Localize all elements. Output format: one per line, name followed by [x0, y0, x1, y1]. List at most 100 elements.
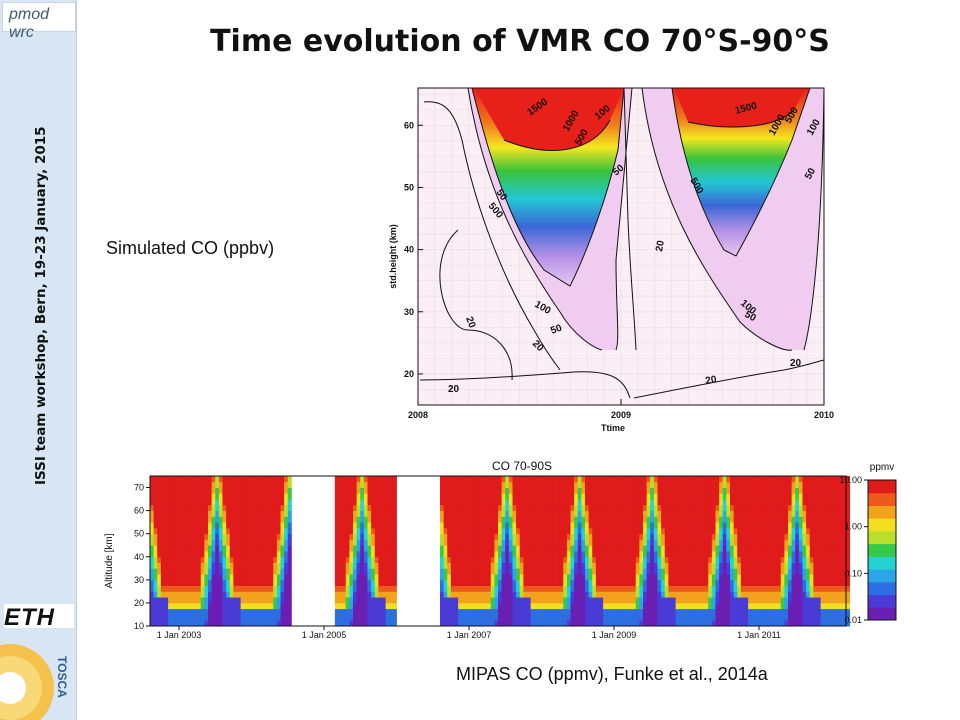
heatmap-cell — [276, 533, 281, 540]
heatmap-cell — [701, 499, 706, 506]
heatmap-cell — [733, 614, 738, 621]
heatmap-cell — [556, 493, 561, 500]
heatmap-cell — [534, 481, 539, 488]
heatmap-cell — [237, 574, 242, 581]
heatmap-cell — [693, 493, 698, 500]
heatmap-cell — [784, 620, 789, 627]
heatmap-cell — [197, 597, 202, 604]
heatmap-cell — [842, 493, 847, 500]
heatmap-cell — [218, 597, 223, 604]
heatmap-cell — [229, 522, 234, 529]
heatmap-cell — [494, 516, 499, 523]
heatmap-cell — [635, 527, 640, 535]
heatmap-cell — [668, 574, 673, 581]
heatmap-cell — [200, 527, 205, 535]
heatmap-cell — [570, 608, 575, 615]
heatmap-cell — [548, 568, 553, 575]
heatmap-cell — [371, 608, 376, 615]
heatmap-cell — [842, 504, 847, 512]
heatmap-cell — [751, 574, 756, 581]
heatmap-cell — [701, 476, 706, 483]
heatmap-cell — [675, 493, 680, 500]
heatmap-cell — [229, 533, 234, 540]
heatmap-cell — [490, 522, 495, 529]
heatmap-cell — [614, 614, 619, 621]
heatmap-cell — [255, 533, 260, 540]
heatmap-cell — [287, 493, 292, 500]
heatmap-cell — [363, 516, 368, 523]
heatmap-cell — [726, 562, 731, 569]
heatmap-cell — [218, 608, 223, 615]
heatmap-cell — [258, 620, 263, 627]
heatmap-cell — [686, 574, 691, 581]
heatmap-cell — [686, 527, 691, 535]
heatmap-cell — [744, 620, 749, 627]
heatmap-cell — [523, 579, 528, 587]
heatmap-cell — [461, 527, 466, 535]
heatmap-cell — [617, 533, 622, 540]
heatmap-cell — [563, 562, 568, 569]
heatmap-cell — [523, 551, 528, 558]
heatmap-cell — [624, 527, 629, 535]
heatmap-cell — [363, 510, 368, 517]
heatmap-cell — [479, 539, 484, 546]
heatmap-cell — [762, 493, 767, 500]
heatmap-cell — [363, 493, 368, 500]
heatmap-cell — [512, 568, 517, 575]
heatmap-cell — [494, 510, 499, 517]
heatmap-cell — [508, 591, 513, 598]
heatmap-cell — [280, 602, 285, 610]
heatmap-cell — [218, 562, 223, 569]
heatmap-cell — [795, 504, 800, 512]
heatmap-cell — [643, 481, 648, 488]
heatmap-cell — [806, 602, 811, 610]
heatmap-cell — [806, 481, 811, 488]
heatmap-cell — [777, 493, 782, 500]
heatmap-cell — [820, 504, 825, 512]
heatmap-cell — [389, 516, 394, 523]
heatmap-cell — [646, 499, 651, 506]
x-tick-label: 1 Jan 2007 — [447, 630, 492, 640]
heatmap-cell — [846, 545, 851, 552]
heatmap-cell — [737, 510, 742, 517]
heatmap-cell — [610, 476, 615, 483]
heatmap-cell — [846, 481, 851, 488]
heatmap-cell — [563, 568, 568, 575]
heatmap-cell — [722, 533, 727, 540]
heatmap-cell — [179, 510, 184, 517]
heatmap-cell — [595, 533, 600, 540]
heatmap-cell — [215, 614, 220, 621]
heatmap-cell — [440, 487, 445, 494]
heatmap-cell — [657, 493, 662, 500]
heatmap-cell — [251, 568, 256, 575]
heatmap-cell — [675, 568, 680, 575]
heatmap-cell — [255, 539, 260, 546]
heatmap-cell — [603, 487, 608, 494]
heatmap-cell — [382, 493, 387, 500]
heatmap-cell — [353, 545, 358, 552]
heatmap-cell — [777, 499, 782, 506]
heatmap-cell — [690, 591, 695, 598]
heatmap-cell — [360, 481, 365, 488]
heatmap-cell — [164, 533, 169, 540]
heatmap-cell — [603, 608, 608, 615]
heatmap-cell — [356, 568, 361, 575]
heatmap-cell — [472, 533, 477, 540]
heatmap-cell — [806, 476, 811, 483]
heatmap-cell — [838, 579, 843, 587]
heatmap-cell — [610, 602, 615, 610]
heatmap-cell — [755, 556, 760, 563]
heatmap-cell — [527, 481, 532, 488]
heatmap-cell — [483, 597, 488, 604]
heatmap-cell — [523, 493, 528, 500]
heatmap-cell — [559, 608, 564, 615]
heatmap-cell — [704, 574, 709, 581]
heatmap-cell — [682, 591, 687, 598]
heatmap-cell — [759, 585, 764, 592]
heatmap-cell — [835, 568, 840, 575]
heatmap-cell — [378, 533, 383, 540]
heatmap-cell — [617, 597, 622, 604]
heatmap-cell — [740, 568, 745, 575]
heatmap-cell — [153, 597, 158, 604]
heatmap-cell — [809, 620, 814, 627]
